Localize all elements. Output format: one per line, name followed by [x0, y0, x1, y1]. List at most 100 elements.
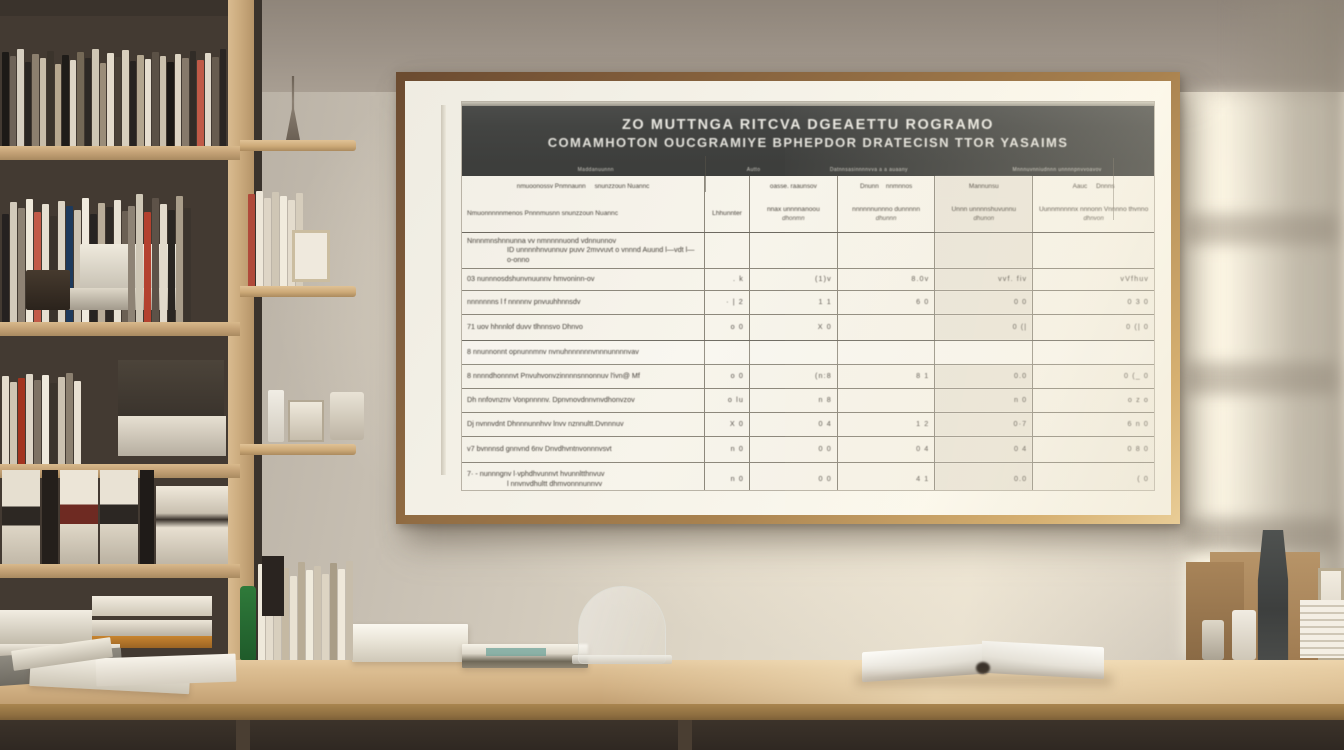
cloche-base — [572, 655, 672, 664]
framed-chart[interactable]: ZO MUTTNGA RITCVA DGEAETTU ROGRAMO COMAM… — [396, 72, 1180, 524]
ceramic-cup — [1202, 620, 1224, 660]
table-row: Dj nvnnvdnt Dhnnnunnhvv lnvv nznnultt.Dv… — [462, 412, 1154, 437]
book-row — [128, 186, 228, 324]
row-label-text: 03 nunnnosdshunvnuunnv hmvoninn-ov — [467, 274, 595, 284]
col-head-label: Aauc Dnnns — [1032, 176, 1154, 198]
dark-binder — [262, 556, 284, 616]
row-cell: n 0 — [704, 436, 750, 463]
paper-stack — [84, 620, 212, 636]
col-subhead-text: Uunnmnnnnx nnnonn Vnnnno thvnno — [1038, 206, 1149, 214]
row-cell — [1032, 340, 1154, 365]
col-subhead-em: dhnvon — [1083, 215, 1104, 223]
row-cell: n 0 — [934, 388, 1033, 413]
col-subhead: Lhhunnter — [704, 198, 750, 233]
row-label: Dj nvnnvdnt Dhnnnunnhvv lnvv nznnultt.Dv… — [462, 412, 705, 437]
row-cell: 0 (| 0 — [1032, 314, 1154, 341]
row-label: Nnnnmnshnnunna vv nmnnnnuond vdnnunnov I… — [462, 232, 705, 269]
row-cell — [836, 232, 935, 269]
row-label: 71 uov hhnnlof duvv tlhnnsvo Dhnvo — [462, 314, 705, 341]
row-cell: 1 2 — [836, 412, 935, 437]
col-head-label: Mannunsu — [934, 176, 1033, 198]
row-cell: 0 8 0 — [1032, 436, 1154, 463]
row-cell: · | 2 — [704, 290, 750, 315]
row-label-sub: l nnvnvdhultt dhmvonnnunnvv — [507, 479, 603, 489]
col-head-text: snunzzoun Nuannc — [594, 182, 650, 190]
col-subhead-text: Unnn unnnnshuvunnu — [951, 206, 1017, 214]
col-subhead-text: Lhhunnter — [712, 210, 742, 218]
row-label: Dh nnfovnznv Vonpnnnnv. Dpnvnovdnnvnvdho… — [462, 388, 705, 413]
row-cell: 1 1 — [748, 290, 838, 315]
clock-object — [330, 392, 364, 440]
table-row: Dh nnfovnznv Vonpnnnnv. Dpnvnovdnnvnvdho… — [462, 388, 1154, 413]
chart-hairline — [1113, 158, 1114, 220]
book-row — [258, 560, 378, 660]
row-cell: 0 4 — [934, 436, 1033, 463]
chart-title-band: ZO MUTTNGA RITCVA DGEAETTU ROGRAMO COMAM… — [462, 102, 1154, 164]
row-cell: 0 0 — [748, 436, 838, 463]
group-header: Maddanuunnn — [577, 167, 614, 173]
paper-stack — [92, 596, 212, 616]
bookcase-board — [0, 146, 240, 160]
row-cell: 8 1 — [836, 364, 935, 389]
title-band-top-rule — [462, 102, 1154, 106]
col-subhead: nnnnnnunnno dunnnnn dhunnn — [836, 198, 935, 233]
bookcase-board — [0, 322, 240, 336]
row-cell: 4 1 — [836, 462, 935, 490]
table-row: 71 uov hhnnlof duvv tlhnnsvo Dhnvo o 0 X… — [462, 314, 1154, 341]
mat-bevel — [441, 105, 446, 475]
paper-stack — [0, 610, 92, 644]
row-label-text: 71 uov hhnnlof duvv tlhnnsvo Dhnvo — [467, 322, 583, 332]
row-label-sub: ID unnnnhnvunnuv puvv 2mvvuvt o vnnnd Au… — [507, 245, 695, 264]
table-section-row: 8 nnunnonnt opnunnmnv nvnuhnnnnnnvnnnunn… — [462, 340, 1154, 365]
col-subhead-em: dhunnn — [875, 215, 897, 223]
col-subhead: Uunnmnnnnx nnnonn Vnnnno thvnno dhnvon — [1032, 198, 1154, 233]
row-cell: vVfhuv — [1032, 268, 1154, 291]
row-cell: 0 0 — [934, 290, 1033, 315]
chart-group-header-row: Maddanuunnn Autto Datnnsasinnnnvva a a a… — [462, 164, 1154, 176]
row-label-text: 7· - nunnngnv l·vphdhvunnvt hvunnltthnvu… — [467, 469, 605, 479]
col-subhead-em: dhonmn — [782, 215, 805, 223]
row-label-text: v7 bvnnnsd gnnvnd 6nv Dnvdhvntnvonnnvsvt — [467, 444, 612, 454]
row-cell: 0.0 — [934, 462, 1033, 490]
row-cell: 0 4 — [836, 436, 935, 463]
table-header-row-sub: Nmuonnnnnmenos Pnnnmusnn snunzzoun Nuann… — [462, 198, 1154, 233]
paper-stack — [352, 624, 468, 662]
row-label: 8 nnunnonnt opnunnmnv nvnuhnnnnnnvnnnunn… — [462, 340, 705, 365]
row-cell: o z o — [1032, 388, 1154, 413]
row-label-text: Dj nvnnvdnt Dhnnnunnhvv lnvv nznnultt.Dv… — [467, 419, 624, 429]
book-row — [2, 46, 226, 148]
row-label: 03 nunnnosdshunvnuunnv hmvoninn-ov — [462, 268, 705, 291]
small-box — [26, 270, 70, 310]
floating-shelf — [240, 286, 356, 297]
row-label-text: Nnnnmnshnnunna vv nmnnnnuond vdnnunnov — [467, 235, 617, 245]
row-cell: 0 4 — [748, 412, 838, 437]
col-head-text: nnmnnos — [885, 182, 913, 190]
col-head-label: Dnunn nnmnnos — [836, 176, 935, 198]
row-cell: 0.0 — [934, 364, 1033, 389]
row-cell: 6 0 — [836, 290, 935, 315]
paper-stack — [1300, 600, 1344, 658]
row-cell: 0 0 — [748, 462, 838, 490]
col-subhead: Unnn unnnnshuvunnu dhunon — [934, 198, 1033, 233]
bookcase-board — [0, 564, 240, 578]
archive-box — [2, 470, 40, 566]
open-book[interactable] — [856, 640, 1112, 686]
archive-box — [42, 470, 58, 566]
chart-title-line2: COMAMHOTON OUCGRAMIYE BPHEPDOR DRATECISN… — [547, 134, 1069, 150]
col-subhead-text: Nmuonnnnnmenos Pnnnmusnn snunzzoun Nuann… — [467, 210, 619, 218]
col-head-text: Aauc — [1072, 182, 1088, 190]
table-row: 7· - nunnngnv l·vphdhvunnvt hvunnltthnvu… — [462, 462, 1154, 490]
group-header: Autto — [746, 167, 761, 173]
desk-underside — [0, 720, 1344, 750]
row-cell — [934, 232, 1033, 269]
chart-hairline — [705, 156, 706, 192]
table-row: nnnnnnns l f nnnnnv pnvuuhhnnsdv · | 2 1… — [462, 290, 1154, 315]
table-row: 03 nunnnosdshunvnuunnv hmvoninn-ov . k (… — [462, 268, 1154, 291]
row-cell: (n:8 — [748, 364, 838, 389]
desk-leg — [678, 720, 692, 750]
row-cell: o 0 — [704, 364, 750, 389]
row-label: 7· - nunnngnv l·vphdhvunnvt hvunnltthnvu… — [462, 462, 705, 490]
row-cell: vvf. fiv — [934, 268, 1033, 291]
col-head-text: nmuoonossv Pnmnaunn — [516, 182, 586, 190]
row-cell — [836, 388, 935, 413]
